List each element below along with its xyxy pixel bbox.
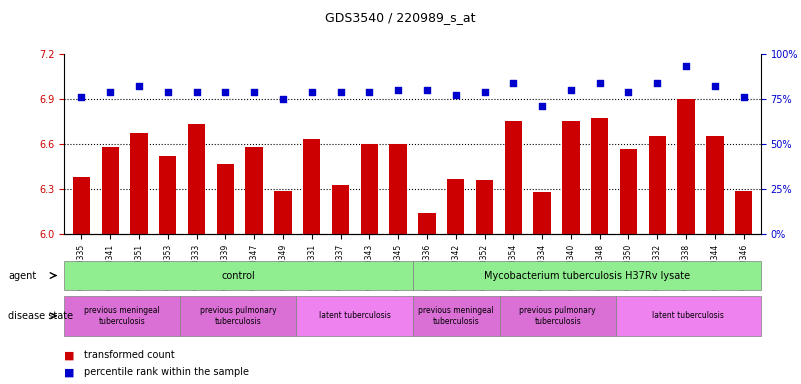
Point — [737, 94, 750, 100]
Bar — [476, 180, 493, 384]
Point — [132, 83, 145, 89]
Bar — [505, 121, 522, 384]
Text: previous meningeal
tuberculosis: previous meningeal tuberculosis — [84, 306, 160, 326]
Text: latent tuberculosis: latent tuberculosis — [653, 311, 724, 320]
Point — [392, 87, 405, 93]
Bar — [360, 144, 378, 384]
Bar — [217, 164, 234, 384]
Point — [104, 89, 117, 95]
Bar — [131, 134, 147, 384]
Bar — [73, 177, 90, 384]
Point — [276, 96, 289, 102]
Point — [363, 89, 376, 95]
Bar — [562, 121, 580, 384]
Point — [161, 89, 174, 95]
Bar — [303, 139, 320, 384]
Point — [622, 89, 635, 95]
Point — [536, 103, 549, 109]
Bar — [649, 136, 666, 384]
Bar — [706, 136, 723, 384]
Bar — [533, 192, 551, 384]
Bar — [418, 213, 436, 384]
Point — [478, 89, 491, 95]
Point — [565, 87, 578, 93]
Bar — [678, 99, 694, 384]
Point — [507, 79, 520, 86]
Point — [305, 89, 318, 95]
Text: transformed count: transformed count — [84, 350, 175, 360]
Bar — [735, 190, 752, 384]
Point — [75, 94, 88, 100]
Text: previous meningeal
tuberculosis: previous meningeal tuberculosis — [418, 306, 494, 326]
Bar — [159, 156, 176, 384]
Text: previous pulmonary
tuberculosis: previous pulmonary tuberculosis — [200, 306, 276, 326]
Point — [248, 89, 260, 95]
Bar — [620, 149, 637, 384]
Bar — [102, 147, 119, 384]
Point — [219, 89, 231, 95]
Text: ■: ■ — [64, 350, 74, 360]
Text: Mycobacterium tuberculosis H37Rv lysate: Mycobacterium tuberculosis H37Rv lysate — [484, 270, 690, 281]
Point — [421, 87, 433, 93]
Bar — [332, 185, 349, 384]
Bar — [188, 124, 205, 384]
Point — [680, 63, 693, 70]
Bar — [245, 147, 263, 384]
Bar — [389, 144, 407, 384]
Text: percentile rank within the sample: percentile rank within the sample — [84, 367, 249, 377]
Point — [594, 79, 606, 86]
Bar — [274, 190, 292, 384]
Point — [651, 79, 664, 86]
Text: control: control — [221, 270, 256, 281]
Point — [334, 89, 347, 95]
Text: GDS3540 / 220989_s_at: GDS3540 / 220989_s_at — [325, 12, 476, 25]
Text: previous pulmonary
tuberculosis: previous pulmonary tuberculosis — [519, 306, 596, 326]
Bar — [447, 179, 465, 384]
Bar — [591, 118, 608, 384]
Point — [190, 89, 203, 95]
Point — [708, 83, 721, 89]
Text: disease state: disease state — [8, 311, 73, 321]
Text: latent tuberculosis: latent tuberculosis — [319, 311, 390, 320]
Text: ■: ■ — [64, 367, 74, 377]
Point — [449, 92, 462, 98]
Text: agent: agent — [8, 270, 36, 281]
